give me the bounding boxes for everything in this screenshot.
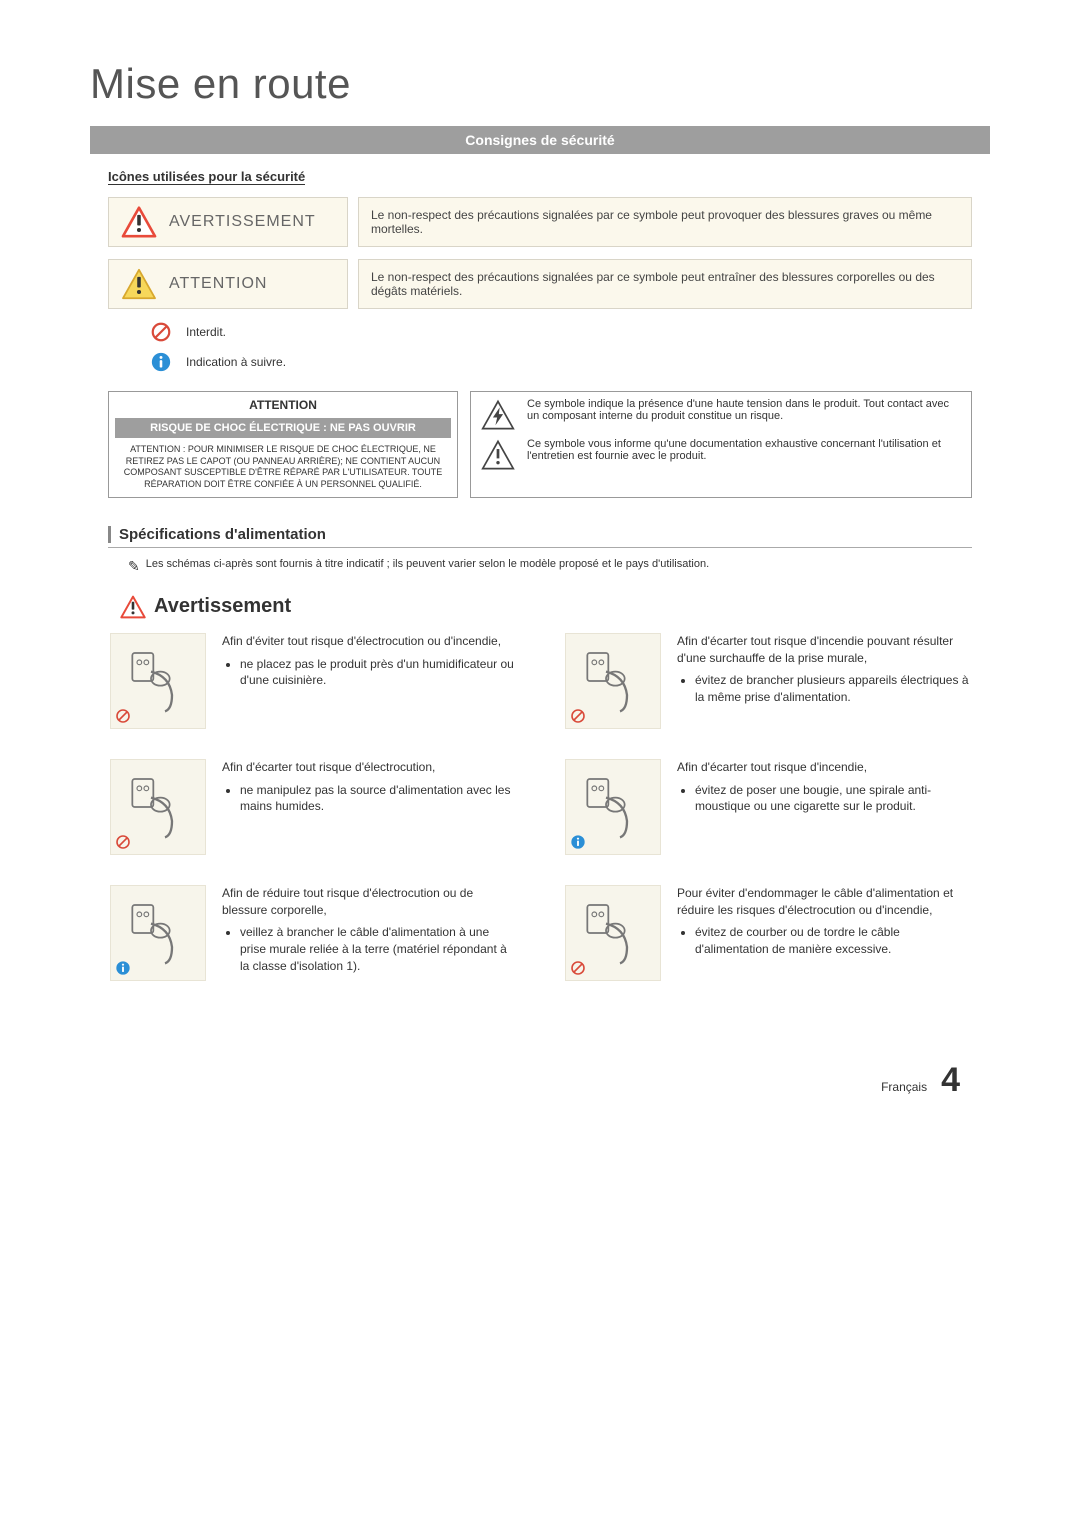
caution-box-row: ATTENTION RISQUE DE CHOC ÉLECTRIQUE : NE… — [108, 391, 972, 498]
banner-attention: ATTENTION Le non-respect des précautions… — [90, 259, 990, 309]
note-icon: ✎ — [128, 558, 140, 575]
page-title: Mise en route — [90, 60, 990, 108]
info-icon — [150, 351, 172, 373]
high-voltage-icon — [481, 398, 515, 432]
spec-note: ✎ Les schémas ci-après sont fournis à ti… — [128, 558, 990, 575]
plug-sketch-icon — [123, 772, 193, 842]
warning-triangle-icon — [120, 595, 146, 619]
card-2: Afin d'écarter tout risque d'incendie po… — [565, 633, 970, 729]
card-illustration — [565, 759, 661, 855]
def-follow: Indication à suivre. — [150, 351, 990, 373]
icons-label: Icônes utilisées pour la sécurité — [108, 169, 305, 185]
footer-page-number: 4 — [941, 1061, 960, 1100]
card-illustration — [110, 633, 206, 729]
plug-sketch-icon — [123, 646, 193, 716]
caution-box-left: ATTENTION RISQUE DE CHOC ÉLECTRIQUE : NE… — [108, 391, 458, 498]
card-3: Afin d'écarter tout risque d'électrocuti… — [110, 759, 515, 855]
card-illustration — [110, 885, 206, 981]
card-illustration — [110, 759, 206, 855]
banner-warning: AVERTISSEMENT Le non-respect des précaut… — [90, 197, 990, 247]
plug-sketch-icon — [578, 772, 648, 842]
spec-heading: Spécifications d'alimentation — [108, 526, 990, 543]
attention-text: Le non-respect des précautions signalées… — [358, 259, 972, 309]
plug-sketch-icon — [578, 898, 648, 968]
attention-label: ATTENTION — [169, 275, 267, 293]
plug-sketch-icon — [123, 898, 193, 968]
card-6: Pour éviter d'endommager le câble d'alim… — [565, 885, 970, 981]
prohibit-icon — [150, 321, 172, 343]
card-4: Afin d'écarter tout risque d'incendie, é… — [565, 759, 970, 855]
section-bar: Consignes de sécurité — [90, 126, 990, 154]
def-prohibit: Interdit. — [150, 321, 990, 343]
cards-grid: Afin d'éviter tout risque d'électrocutio… — [110, 633, 970, 981]
warning-text: Le non-respect des précautions signalées… — [358, 197, 972, 247]
plug-sketch-icon — [578, 646, 648, 716]
documentation-icon — [481, 438, 515, 472]
warning-label: AVERTISSEMENT — [169, 213, 316, 231]
caution-box-right: Ce symbole indique la présence d'une hau… — [470, 391, 972, 498]
card-illustration — [565, 633, 661, 729]
card-1: Afin d'éviter tout risque d'électrocutio… — [110, 633, 515, 729]
footer-language: Français — [881, 1080, 927, 1094]
prohibit-icon — [570, 960, 586, 976]
prohibit-icon — [115, 708, 131, 724]
card-5: Afin de réduire tout risque d'électrocut… — [110, 885, 515, 981]
attention-triangle-icon — [121, 268, 157, 300]
card-illustration — [565, 885, 661, 981]
prohibit-icon — [115, 834, 131, 850]
info-icon — [115, 960, 131, 976]
page-footer: Français 4 — [90, 1061, 990, 1100]
prohibit-icon — [570, 708, 586, 724]
warning-triangle-icon — [121, 206, 157, 238]
avert-heading: Avertissement — [120, 595, 990, 619]
info-icon — [570, 834, 586, 850]
